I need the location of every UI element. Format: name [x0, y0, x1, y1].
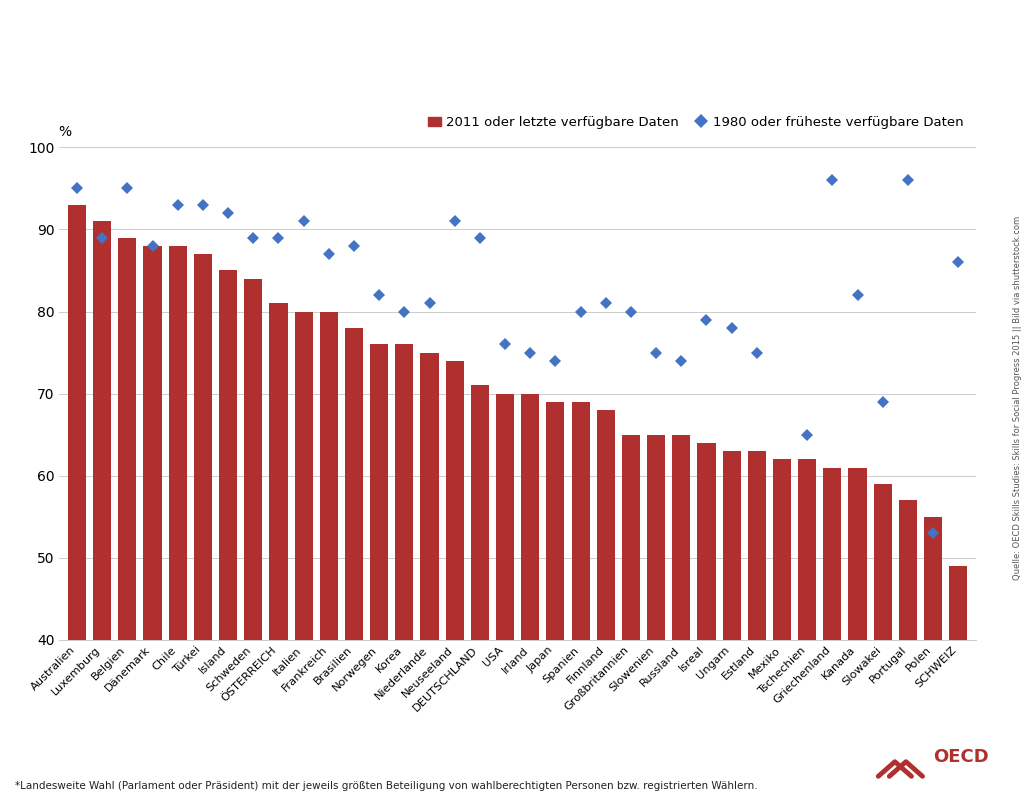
Bar — [873, 484, 892, 640]
Bar — [571, 401, 590, 640]
Bar — [194, 254, 212, 640]
Bar — [143, 246, 162, 640]
Bar — [345, 328, 364, 640]
Bar — [924, 517, 942, 640]
Bar — [748, 451, 766, 640]
Bar — [244, 279, 262, 640]
Text: %: % — [58, 125, 71, 139]
Bar — [647, 435, 666, 640]
Bar — [68, 205, 86, 640]
Bar — [395, 344, 414, 640]
Bar — [697, 443, 716, 640]
Bar — [295, 312, 312, 640]
Text: Wahlbeteiligung: Wahlbeteiligung — [77, 24, 411, 57]
Bar — [370, 344, 388, 640]
Bar — [93, 221, 112, 640]
Bar — [471, 386, 488, 640]
Bar — [547, 401, 564, 640]
Bar — [269, 304, 288, 640]
Text: OECD: OECD — [934, 748, 989, 766]
Bar — [119, 238, 136, 640]
Text: Quelle: OECD Skills Studies: Skills for Social Progress 2015 || Bild via shutter: Quelle: OECD Skills Studies: Skills for … — [1013, 215, 1022, 580]
Bar — [319, 312, 338, 640]
Bar — [622, 435, 640, 640]
Bar — [672, 435, 690, 640]
Bar — [798, 460, 816, 640]
Bar — [597, 410, 614, 640]
Bar — [521, 394, 540, 640]
Bar — [899, 500, 916, 640]
Bar — [773, 460, 792, 640]
Bar — [849, 467, 866, 640]
Bar — [445, 361, 464, 640]
Bar — [169, 246, 186, 640]
Legend: 2011 oder letzte verfügbare Daten, 1980 oder früheste verfügbare Daten: 2011 oder letzte verfügbare Daten, 1980 … — [423, 111, 970, 134]
Bar — [219, 270, 238, 640]
Bar — [496, 394, 514, 640]
Text: *Landesweite Wahl (Parlament oder Präsident) mit der jeweils größten Beteiligung: *Landesweite Wahl (Parlament oder Präsid… — [15, 781, 758, 791]
Bar — [421, 353, 438, 640]
Bar — [723, 451, 740, 640]
Text: Anteil der abgegebenen Wählerstimmen im Verhältnis zur Wahlbevölkerung, in Proze: Anteil der abgegebenen Wählerstimmen im … — [77, 98, 724, 113]
Bar — [949, 566, 968, 640]
Bar — [823, 467, 842, 640]
